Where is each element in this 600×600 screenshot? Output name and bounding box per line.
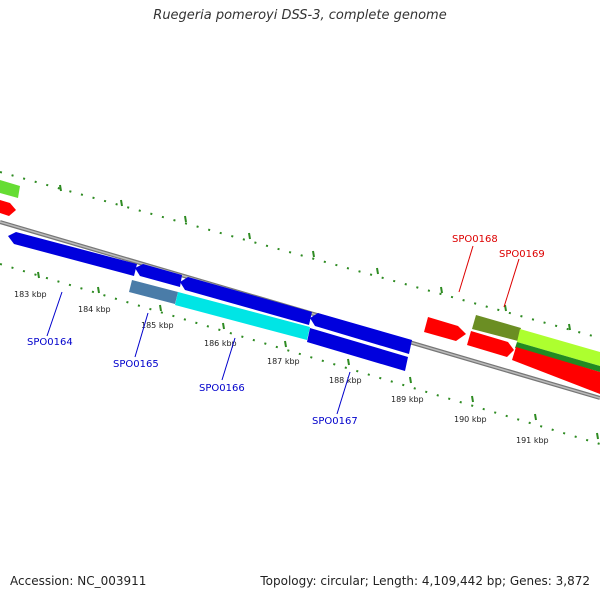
- accession-label: Accession: NC_003911: [10, 574, 147, 588]
- gene-label-spo0168: SPO0168: [452, 234, 498, 245]
- tick-label: 185 kbp: [141, 321, 174, 330]
- genome-summary: Topology: circular; Length: 4,109,442 bp…: [260, 574, 590, 588]
- gene-arrow-olive: [472, 315, 521, 341]
- gene-labels: SPO0164 SPO0165 SPO0166 SPO0167 SPO0168 …: [27, 234, 545, 427]
- gene-callout-lines: [46, 245, 520, 415]
- gene-arrow-spo0167-top: [310, 313, 412, 354]
- gene-arrow-red-right: [512, 347, 600, 394]
- gene-arrow-forward-left-red: [0, 200, 16, 216]
- forward-strand-features: [0, 180, 600, 394]
- map-title: Ruegeria pomeroyi DSS-3, complete genome: [153, 8, 447, 23]
- outer-major-ticks: [59, 184, 571, 331]
- gene-arrow-yellow-green: [517, 329, 600, 366]
- gene-label-spo0167: SPO0167: [312, 416, 358, 427]
- gene-label-spo0169: SPO0169: [499, 249, 545, 260]
- gene-arrow-forward-left-green: [0, 180, 20, 198]
- tick-label: 190 kbp: [454, 415, 487, 424]
- tick-label: 184 kbp: [78, 305, 111, 314]
- gene-label-spo0165: SPO0165: [113, 359, 159, 370]
- reverse-strand-features: [8, 232, 412, 371]
- gene-arrow-spo0166-top: [180, 277, 312, 325]
- gene-arrow-spo0168: [424, 317, 466, 341]
- gene-arrow-dark-green: [515, 342, 600, 372]
- inner-tick-ring: [0, 263, 600, 445]
- gene-label-spo0164: SPO0164: [27, 337, 73, 348]
- gene-arrow-spo0169: [467, 331, 514, 357]
- gene-arrow-spo0167-bottom: [307, 328, 408, 371]
- tick-label: 187 kbp: [267, 357, 300, 366]
- tick-label: 191 kbp: [516, 436, 549, 445]
- tick-label: 186 kbp: [204, 339, 237, 348]
- tick-labels: 183 kbp 184 kbp 185 kbp 186 kbp 187 kbp …: [14, 290, 549, 445]
- gene-arrow-spo0166-cyan: [175, 292, 310, 340]
- gene-arrow-spo0165-steel: [129, 280, 178, 304]
- gene-label-spo0166: SPO0166: [199, 383, 245, 394]
- tick-label: 188 kbp: [329, 376, 362, 385]
- gene-arrow-spo0165-top: [135, 264, 182, 287]
- inner-major-ticks: [37, 271, 599, 440]
- tick-label: 189 kbp: [391, 395, 424, 404]
- tick-label: 183 kbp: [14, 290, 47, 299]
- gene-arrow-spo0164: [8, 232, 137, 276]
